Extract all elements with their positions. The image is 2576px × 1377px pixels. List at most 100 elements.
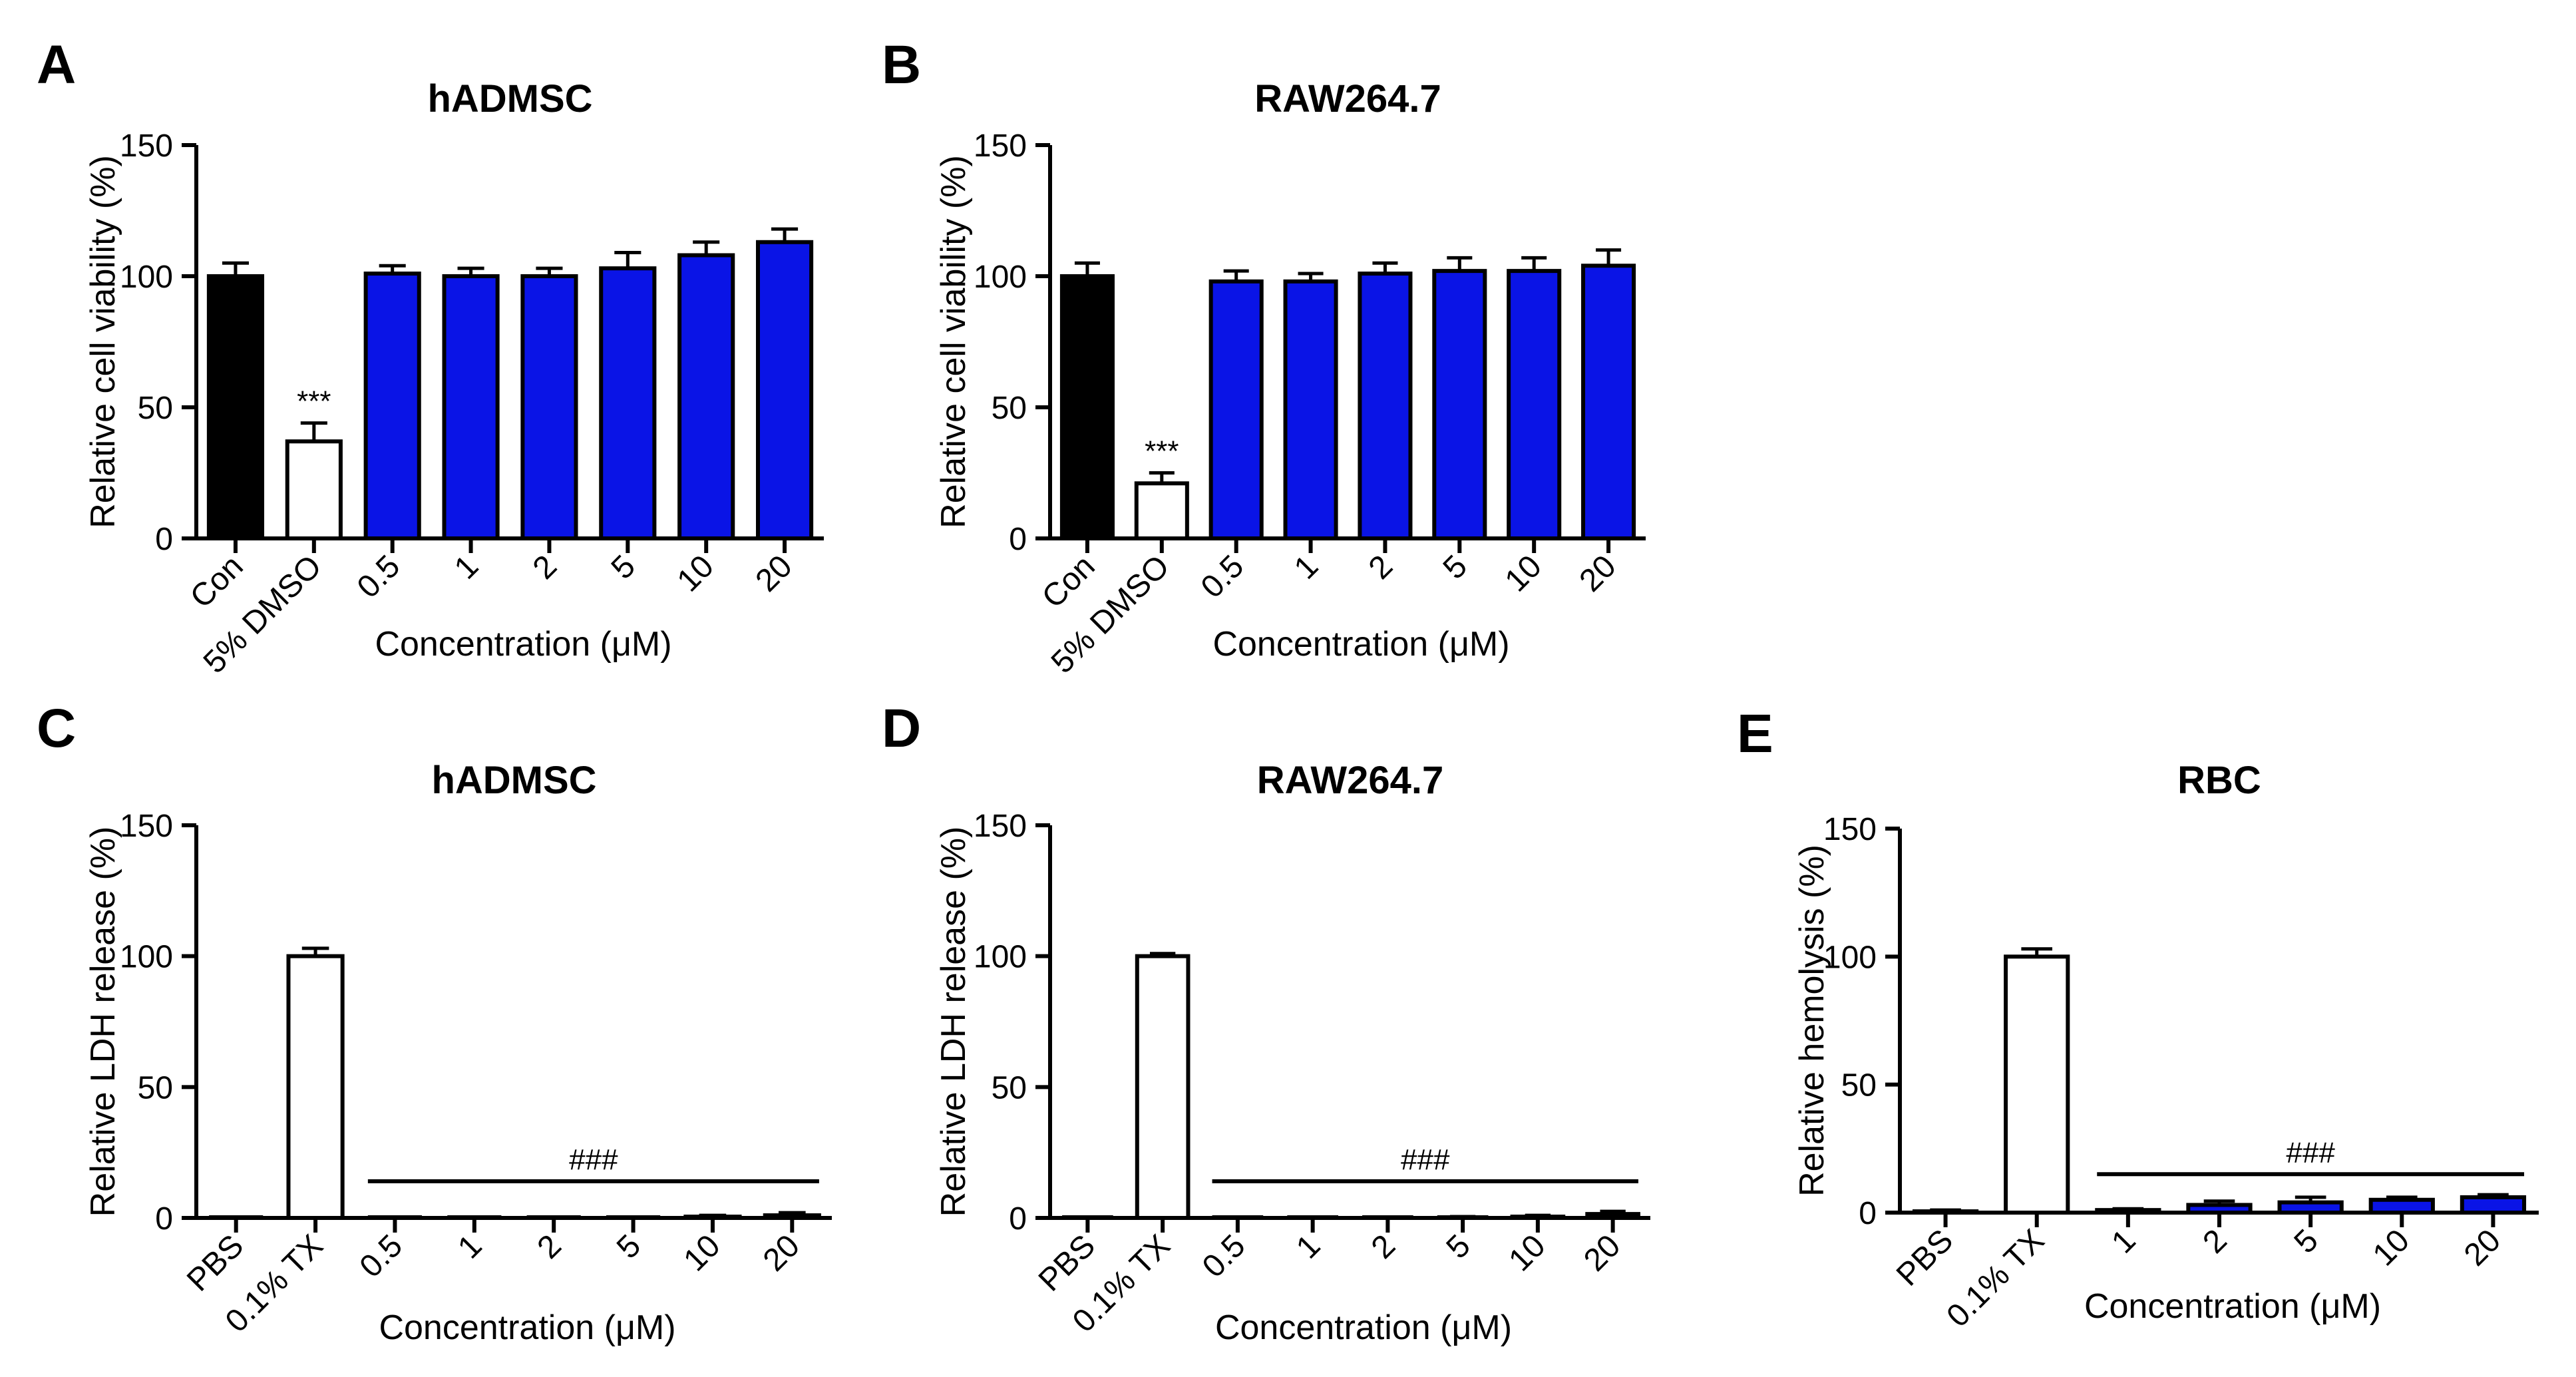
chart-title: RBC [2177, 759, 2261, 802]
panel-letter: D [882, 698, 921, 759]
y-tick-label: 100 [974, 940, 1027, 975]
x-tick-label: 1 [448, 548, 485, 586]
x-axis-label: Concentration (μM) [375, 625, 671, 664]
bar [2277, 1200, 2344, 1215]
y-tick-label: 0 [1009, 1201, 1027, 1237]
bar [1581, 264, 1636, 540]
y-tick-label: 100 [974, 260, 1027, 295]
bar [2004, 954, 2070, 1215]
panel-letter: C [37, 698, 76, 759]
bar [442, 274, 500, 540]
significance-label: ### [1401, 1143, 1450, 1176]
y-axis-label: Relative hemolysis (%) [1793, 845, 1831, 1197]
y-tick-label: 50 [992, 1070, 1027, 1105]
panel-letter: A [37, 35, 76, 95]
bar [755, 240, 814, 540]
x-tick-label: PBS [1890, 1223, 1960, 1292]
bar [2095, 1208, 2161, 1215]
y-axis-label: Relative cell viability (%) [934, 155, 973, 528]
chart-title: hADMSC [427, 77, 592, 120]
x-tick-label: 20 [1577, 1228, 1627, 1278]
x-tick-label: 20 [749, 548, 799, 598]
significance-label: *** [297, 385, 331, 418]
bar [1208, 279, 1264, 540]
x-tick-label: PBS [180, 1228, 250, 1298]
x-tick-label: 1 [1288, 548, 1325, 586]
x-tick-label: 2 [526, 548, 564, 586]
bar [677, 253, 735, 540]
x-axis-label: Concentration (μM) [379, 1308, 675, 1347]
x-tick-label: 1 [1290, 1228, 1327, 1265]
bar [599, 266, 657, 540]
chart-title: RAW264.7 [1254, 77, 1441, 120]
x-tick-label: 10 [2366, 1223, 2416, 1273]
y-tick-label: 100 [120, 260, 173, 295]
x-tick-label: 0.5 [1196, 1228, 1252, 1284]
bar [2186, 1203, 2253, 1215]
x-tick-label: 2 [1362, 548, 1399, 586]
y-axis-label: Relative LDH release (%) [84, 827, 122, 1217]
y-tick-label: 150 [1823, 812, 1877, 847]
y-tick-label: 150 [120, 128, 173, 164]
y-axis-label: Relative cell viability (%) [84, 155, 122, 528]
bar [206, 274, 265, 540]
x-tick-label: 2 [2196, 1223, 2233, 1260]
bar [285, 439, 343, 540]
y-tick-label: 150 [974, 128, 1027, 164]
bar [1134, 481, 1189, 541]
x-tick-label: 1 [2105, 1223, 2142, 1260]
chart-title: RAW264.7 [1257, 759, 1443, 802]
y-tick-label: 100 [120, 940, 173, 975]
x-tick-label: Con [1035, 548, 1102, 615]
y-tick-label: 50 [992, 391, 1027, 426]
bar [1059, 274, 1115, 540]
x-axis-label: Concentration (μM) [1212, 625, 1509, 664]
x-tick-label: 20 [2458, 1223, 2507, 1273]
bar [1432, 269, 1487, 540]
chart-title: hADMSC [431, 759, 596, 802]
x-tick-label: 5 [1437, 548, 1474, 586]
x-tick-label: PBS [1032, 1228, 1102, 1298]
x-tick-label: Con [184, 548, 250, 615]
x-axis-label: Concentration (μM) [2084, 1287, 2381, 1326]
x-tick-label: 0.5 [1195, 548, 1251, 605]
significance-label: ### [2286, 1136, 2335, 1169]
bar [1507, 269, 1562, 540]
x-tick-label: 0.1% TX [1940, 1223, 2051, 1334]
bar [363, 272, 421, 540]
bar [1585, 1212, 1640, 1220]
x-tick-label: 10 [1499, 548, 1549, 598]
bar [1283, 279, 1338, 540]
y-tick-label: 150 [974, 809, 1027, 844]
x-tick-label: 5 [2288, 1223, 2325, 1260]
y-tick-label: 50 [138, 391, 173, 426]
x-tick-label: 5 [610, 1228, 647, 1265]
x-tick-label: 0.5 [351, 548, 407, 605]
x-tick-label: 1 [451, 1228, 488, 1265]
x-tick-label: 20 [1573, 548, 1623, 598]
x-tick-label: 10 [671, 548, 721, 598]
bar [286, 954, 345, 1220]
y-axis-label: Relative LDH release (%) [934, 827, 973, 1217]
y-tick-label: 150 [120, 809, 173, 844]
x-tick-label: 5 [1440, 1228, 1477, 1265]
x-tick-label: 10 [677, 1228, 727, 1278]
panel-letter: B [882, 35, 921, 95]
bar [2460, 1195, 2527, 1215]
y-tick-label: 50 [1841, 1068, 1877, 1103]
y-tick-label: 0 [155, 1201, 173, 1237]
significance-label: *** [1145, 435, 1179, 468]
significance-label: ### [569, 1143, 618, 1176]
y-tick-label: 0 [1859, 1196, 1877, 1231]
y-tick-label: 0 [1009, 522, 1027, 557]
bar [763, 1213, 821, 1220]
bar [1135, 954, 1191, 1220]
panel-letter: E [1737, 703, 1773, 764]
x-tick-label: 20 [757, 1228, 807, 1278]
bar [520, 274, 578, 540]
